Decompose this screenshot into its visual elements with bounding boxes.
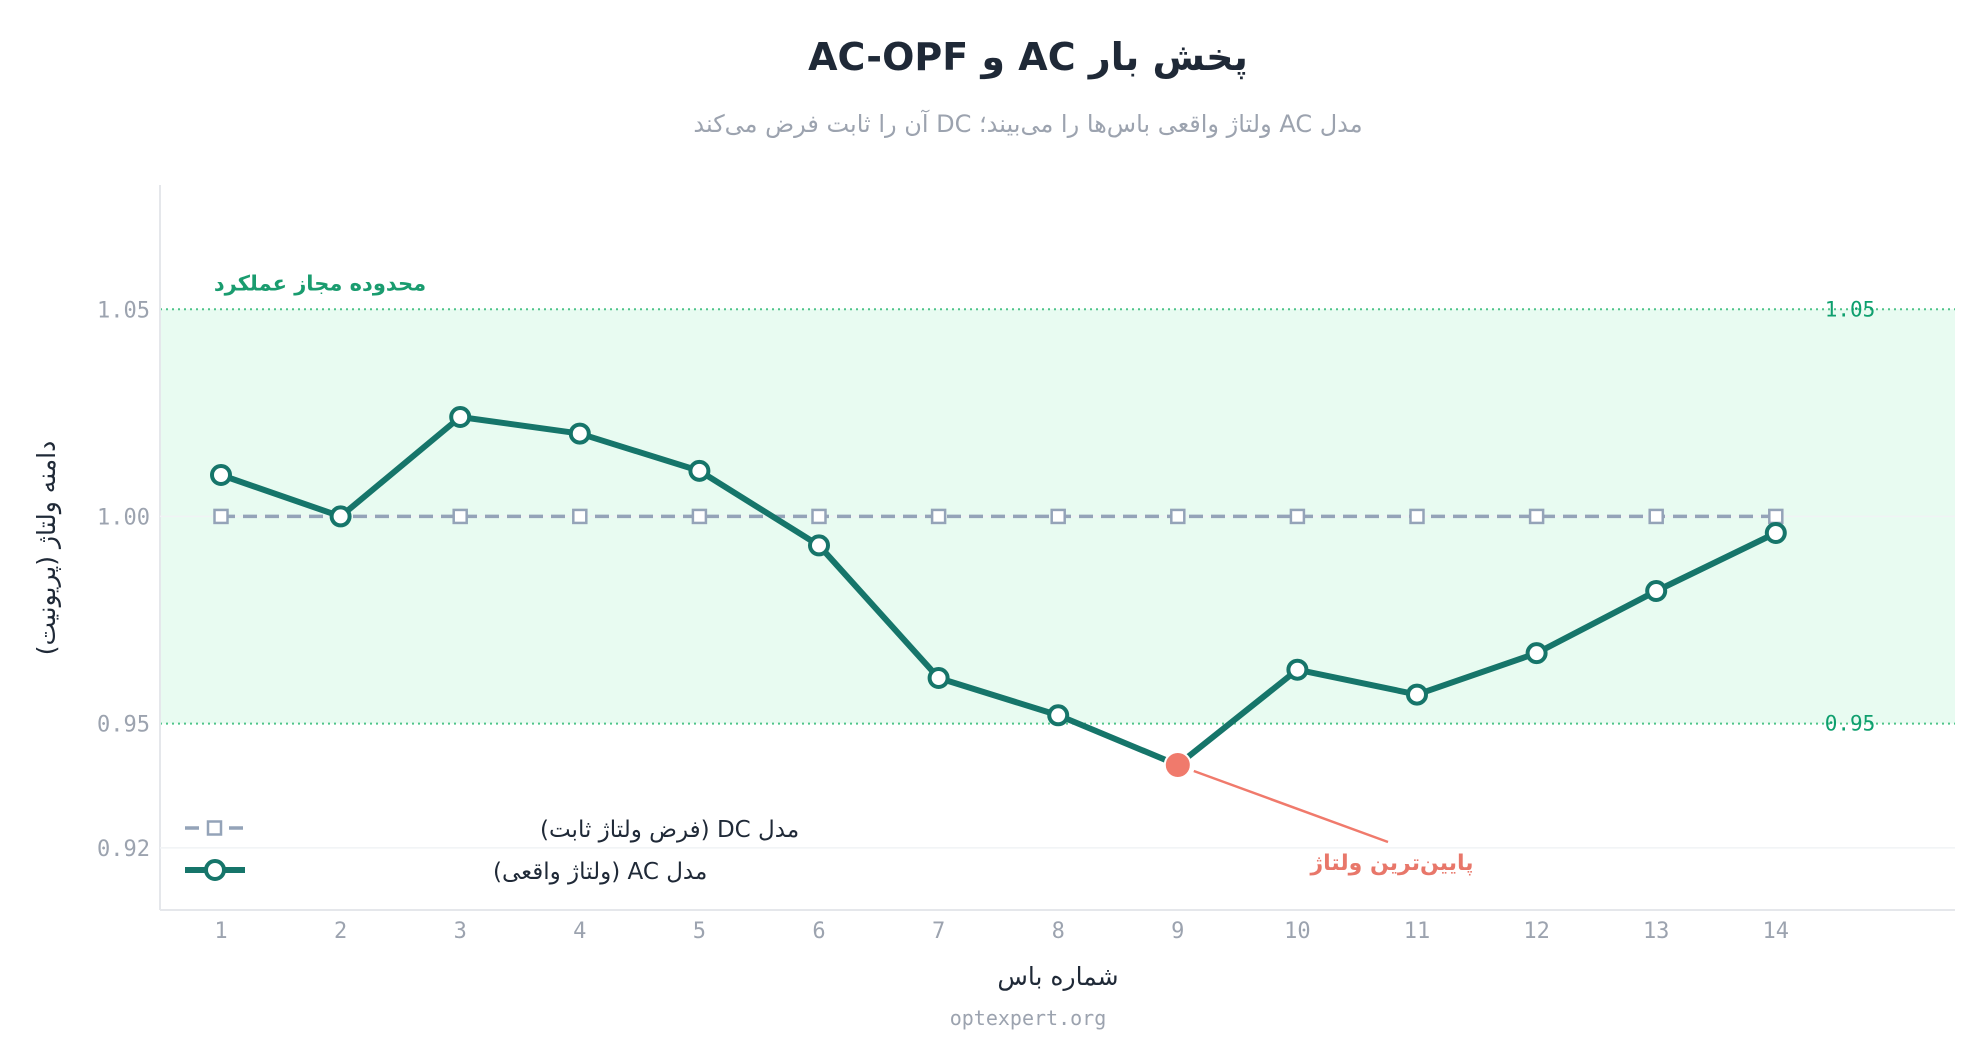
x-tick-label: 4 <box>573 919 586 944</box>
x-tick-label: 6 <box>812 919 825 944</box>
y-tick-label: 1.05 <box>97 298 150 323</box>
chart-title: پخش بار AC و AC-OPF <box>808 35 1248 80</box>
ac-point <box>1525 642 1548 665</box>
y-tick-label: 1.00 <box>97 505 150 530</box>
ac-point <box>688 459 711 482</box>
ac-point <box>568 422 591 445</box>
dc-point <box>1648 508 1664 525</box>
dc-point <box>1050 508 1066 525</box>
x-tick-label: 5 <box>693 919 706 944</box>
legend-dc-label: مدل DC (فرض ولتاژ ثابت) <box>540 817 799 843</box>
x-tick-label: 9 <box>1171 919 1184 944</box>
y-tick-label: 0.95 <box>97 713 150 738</box>
dc-point <box>1528 508 1545 525</box>
ac-point <box>927 667 950 689</box>
x-tick-label: 7 <box>932 919 945 944</box>
x-tick-label: 8 <box>1052 919 1065 944</box>
source-credit: optexpert.org <box>950 1006 1107 1030</box>
ac-point-lowest <box>1163 751 1192 779</box>
x-tick-label: 3 <box>454 919 467 944</box>
ac-point <box>329 505 352 528</box>
x-tick-label: 13 <box>1643 919 1670 944</box>
ac-point <box>808 534 830 557</box>
dc-point <box>1409 508 1425 525</box>
ac-point <box>1406 683 1428 706</box>
ac-point <box>449 406 472 428</box>
chart-subtitle: مدل AC ولتاژ واقعی باس‌ها را می‌بیند؛ DC… <box>693 109 1362 138</box>
x-tick-label: 10 <box>1284 919 1311 944</box>
legend-ac-swatch-marker <box>204 859 226 881</box>
x-axis-ticks: 1 2 3 4 5 6 7 8 9 10 11 12 13 14 <box>214 919 1789 944</box>
ac-series-line <box>220 414 1778 768</box>
dc-point <box>213 508 229 525</box>
dc-point <box>691 508 708 525</box>
annotation-connector <box>1193 769 1389 844</box>
x-tick-label: 11 <box>1404 919 1431 944</box>
legend-dc-swatch-marker <box>206 820 223 836</box>
dc-point <box>811 508 827 525</box>
legend-ac-label: مدل AC (ولتاژ واقعی) <box>493 859 707 885</box>
upper-limit-label: 1.05 <box>1825 297 1876 321</box>
dc-point <box>1289 508 1306 525</box>
legend: مدل DC (فرض ولتاژ ثابت) مدل AC (ولتاژ وا… <box>185 817 799 885</box>
annotation-label: پایین‌ترین ولتاژ <box>1309 851 1473 876</box>
dc-point <box>452 508 468 525</box>
series-layer <box>210 406 1787 779</box>
ac-point <box>210 464 232 486</box>
plot-area: 1.05 0.95 محدوده مجاز عملکرد 0.92 0.95 1.0… <box>97 185 1955 944</box>
dc-point <box>1768 508 1784 525</box>
ac-point <box>1645 580 1668 602</box>
ac-point <box>1764 522 1787 544</box>
ac-point <box>1286 658 1309 681</box>
x-tick-label: 2 <box>334 919 347 944</box>
y-axis-title: دامنه ولتاژ (پریونیت) <box>32 441 62 655</box>
lower-limit-label: 0.95 <box>1825 712 1876 736</box>
dc-point <box>930 508 947 525</box>
annotation-layer: پایین‌ترین ولتاژ <box>1193 769 1474 876</box>
x-tick-label: 14 <box>1763 919 1790 944</box>
band-label: محدوده مجاز عملکرد <box>214 271 426 295</box>
dc-point <box>572 508 588 525</box>
ac-point <box>1047 704 1070 727</box>
y-tick-label: 0.92 <box>97 837 150 862</box>
x-axis-title: شماره باس <box>997 962 1118 991</box>
dc-point <box>1170 508 1186 525</box>
x-tick-label: 1 <box>214 919 227 944</box>
x-tick-label: 12 <box>1523 919 1550 944</box>
